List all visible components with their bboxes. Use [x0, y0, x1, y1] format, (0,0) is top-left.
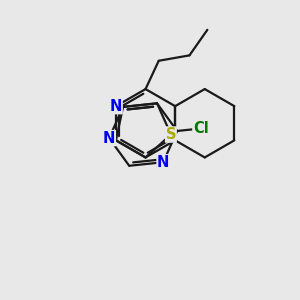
Text: N: N [103, 130, 115, 146]
Text: S: S [166, 127, 176, 142]
Text: N: N [110, 99, 122, 114]
Text: N: N [157, 155, 169, 170]
Text: Cl: Cl [193, 121, 209, 136]
